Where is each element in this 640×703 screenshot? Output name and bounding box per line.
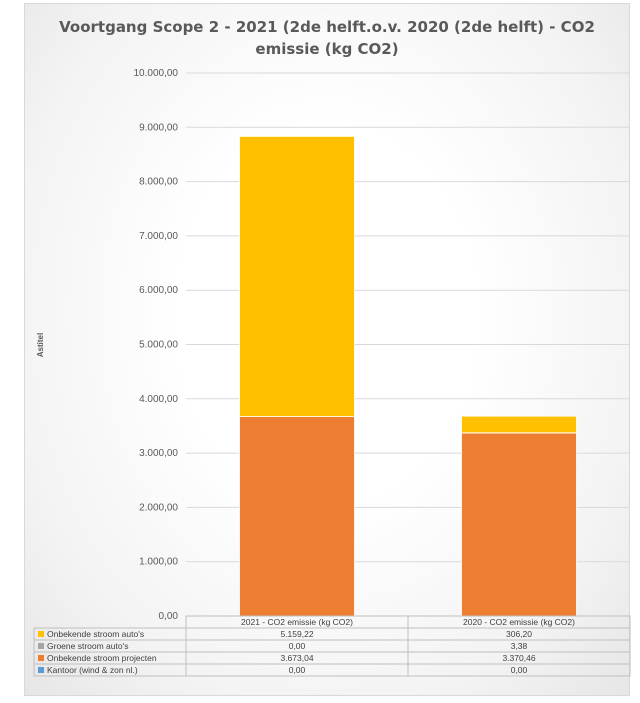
- chart-title-line-1: Voortgang Scope 2 - 2021 (2de helft.o.v.…: [59, 18, 595, 36]
- bar-segment: [239, 416, 355, 617]
- y-tick-label: 7.000,00: [139, 231, 178, 242]
- legend-key: [38, 667, 44, 673]
- y-tick-label: 10.000,00: [134, 68, 179, 79]
- data-label: 3,38: [511, 641, 528, 651]
- data-label: 3.673,04: [280, 653, 313, 663]
- y-tick-label: 4.000,00: [139, 394, 178, 405]
- legend-entry: Onbekende stroom auto's: [47, 629, 144, 639]
- y-tick-label: 6.000,00: [139, 285, 178, 296]
- y-tick-label: 8.000,00: [139, 177, 178, 188]
- y-tick-label: 2.000,00: [139, 502, 178, 513]
- legend-key: [38, 631, 44, 637]
- category-label: 2021 - CO2 emissie (kg CO2): [241, 617, 353, 627]
- y-tick-label: 1.000,00: [139, 557, 178, 568]
- data-label: 0,00: [289, 641, 306, 651]
- legend-key: [38, 655, 44, 661]
- data-label: 0,00: [289, 665, 306, 675]
- y-tick-label: 0,00: [159, 611, 179, 622]
- y-tick-label: 9.000,00: [139, 122, 178, 133]
- y-tick-label: 5.000,00: [139, 340, 178, 351]
- data-label: 306,20: [506, 629, 532, 639]
- bar-segment: [239, 136, 355, 417]
- y-tick-label: 3.000,00: [139, 448, 178, 459]
- data-label: 5.159,22: [280, 629, 313, 639]
- data-label: 0,00: [511, 665, 528, 675]
- legend-key: [38, 643, 44, 649]
- legend-entry: Onbekende stroom projecten: [47, 653, 157, 663]
- bar-segment: [461, 415, 577, 434]
- data-label: 3.370,46: [502, 653, 535, 663]
- chart-title-line-2: emissie (kg CO2): [255, 40, 399, 58]
- bar-segment: [461, 432, 577, 617]
- legend-entry: Kantoor (wind & zon nl.): [47, 665, 138, 675]
- category-label: 2020 - CO2 emissie (kg CO2): [463, 617, 575, 627]
- y-axis-title: Astitel: [36, 333, 45, 357]
- legend-entry: Groene stroom auto's: [47, 641, 128, 651]
